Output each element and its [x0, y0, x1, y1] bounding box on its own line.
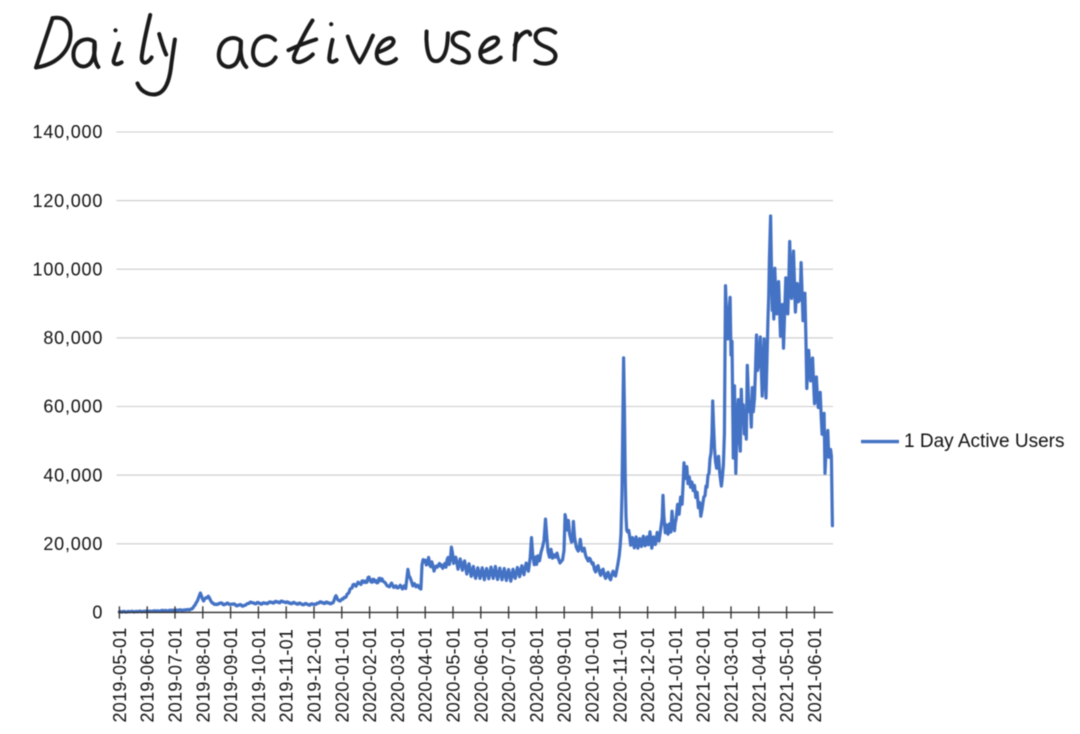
- svg-text:2020-05-01: 2020-05-01: [444, 627, 464, 722]
- svg-text:2020-09-01: 2020-09-01: [555, 627, 575, 722]
- svg-text:2020-11-01: 2020-11-01: [610, 629, 630, 723]
- svg-text:2020-04-01: 2020-04-01: [416, 627, 436, 722]
- svg-text:2021-05-01: 2021-05-01: [777, 627, 797, 722]
- svg-text:2019-08-01: 2019-08-01: [193, 627, 213, 722]
- svg-text:2020-12-01: 2020-12-01: [638, 627, 658, 722]
- svg-text:2020-10-01: 2020-10-01: [583, 627, 603, 722]
- svg-text:2021-06-01: 2021-06-01: [805, 627, 825, 722]
- svg-text:100,000: 100,000: [33, 259, 104, 279]
- svg-text:2021-02-01: 2021-02-01: [694, 627, 714, 722]
- svg-text:80,000: 80,000: [43, 328, 103, 348]
- svg-text:2021-01-01: 2021-01-01: [666, 627, 686, 722]
- svg-text:2019-06-01: 2019-06-01: [138, 627, 158, 722]
- svg-text:2019-11-01: 2019-11-01: [277, 629, 297, 723]
- svg-text:40,000: 40,000: [43, 465, 103, 485]
- svg-text:2020-08-01: 2020-08-01: [527, 627, 547, 722]
- svg-text:120,000: 120,000: [33, 191, 104, 211]
- svg-text:20,000: 20,000: [43, 534, 103, 554]
- svg-text:2019-10-01: 2019-10-01: [249, 627, 269, 722]
- svg-text:60,000: 60,000: [43, 397, 103, 417]
- svg-text:2019-07-01: 2019-07-01: [166, 627, 186, 722]
- svg-text:2019-12-01: 2019-12-01: [305, 627, 325, 722]
- svg-text:2021-04-01: 2021-04-01: [749, 627, 769, 722]
- svg-text:0: 0: [92, 603, 103, 623]
- svg-text:2019-09-01: 2019-09-01: [221, 627, 241, 722]
- svg-text:2020-03-01: 2020-03-01: [388, 627, 408, 722]
- svg-text:1 Day Active Users: 1 Day Active Users: [904, 431, 1065, 452]
- svg-text:2019-05-01: 2019-05-01: [110, 627, 130, 722]
- svg-text:2021-03-01: 2021-03-01: [722, 627, 742, 722]
- svg-text:2020-02-01: 2020-02-01: [360, 627, 380, 722]
- svg-text:2020-06-01: 2020-06-01: [471, 627, 491, 722]
- svg-text:2020-07-01: 2020-07-01: [499, 627, 519, 722]
- svg-text:140,000: 140,000: [33, 122, 104, 142]
- svg-text:2020-01-01: 2020-01-01: [332, 627, 352, 722]
